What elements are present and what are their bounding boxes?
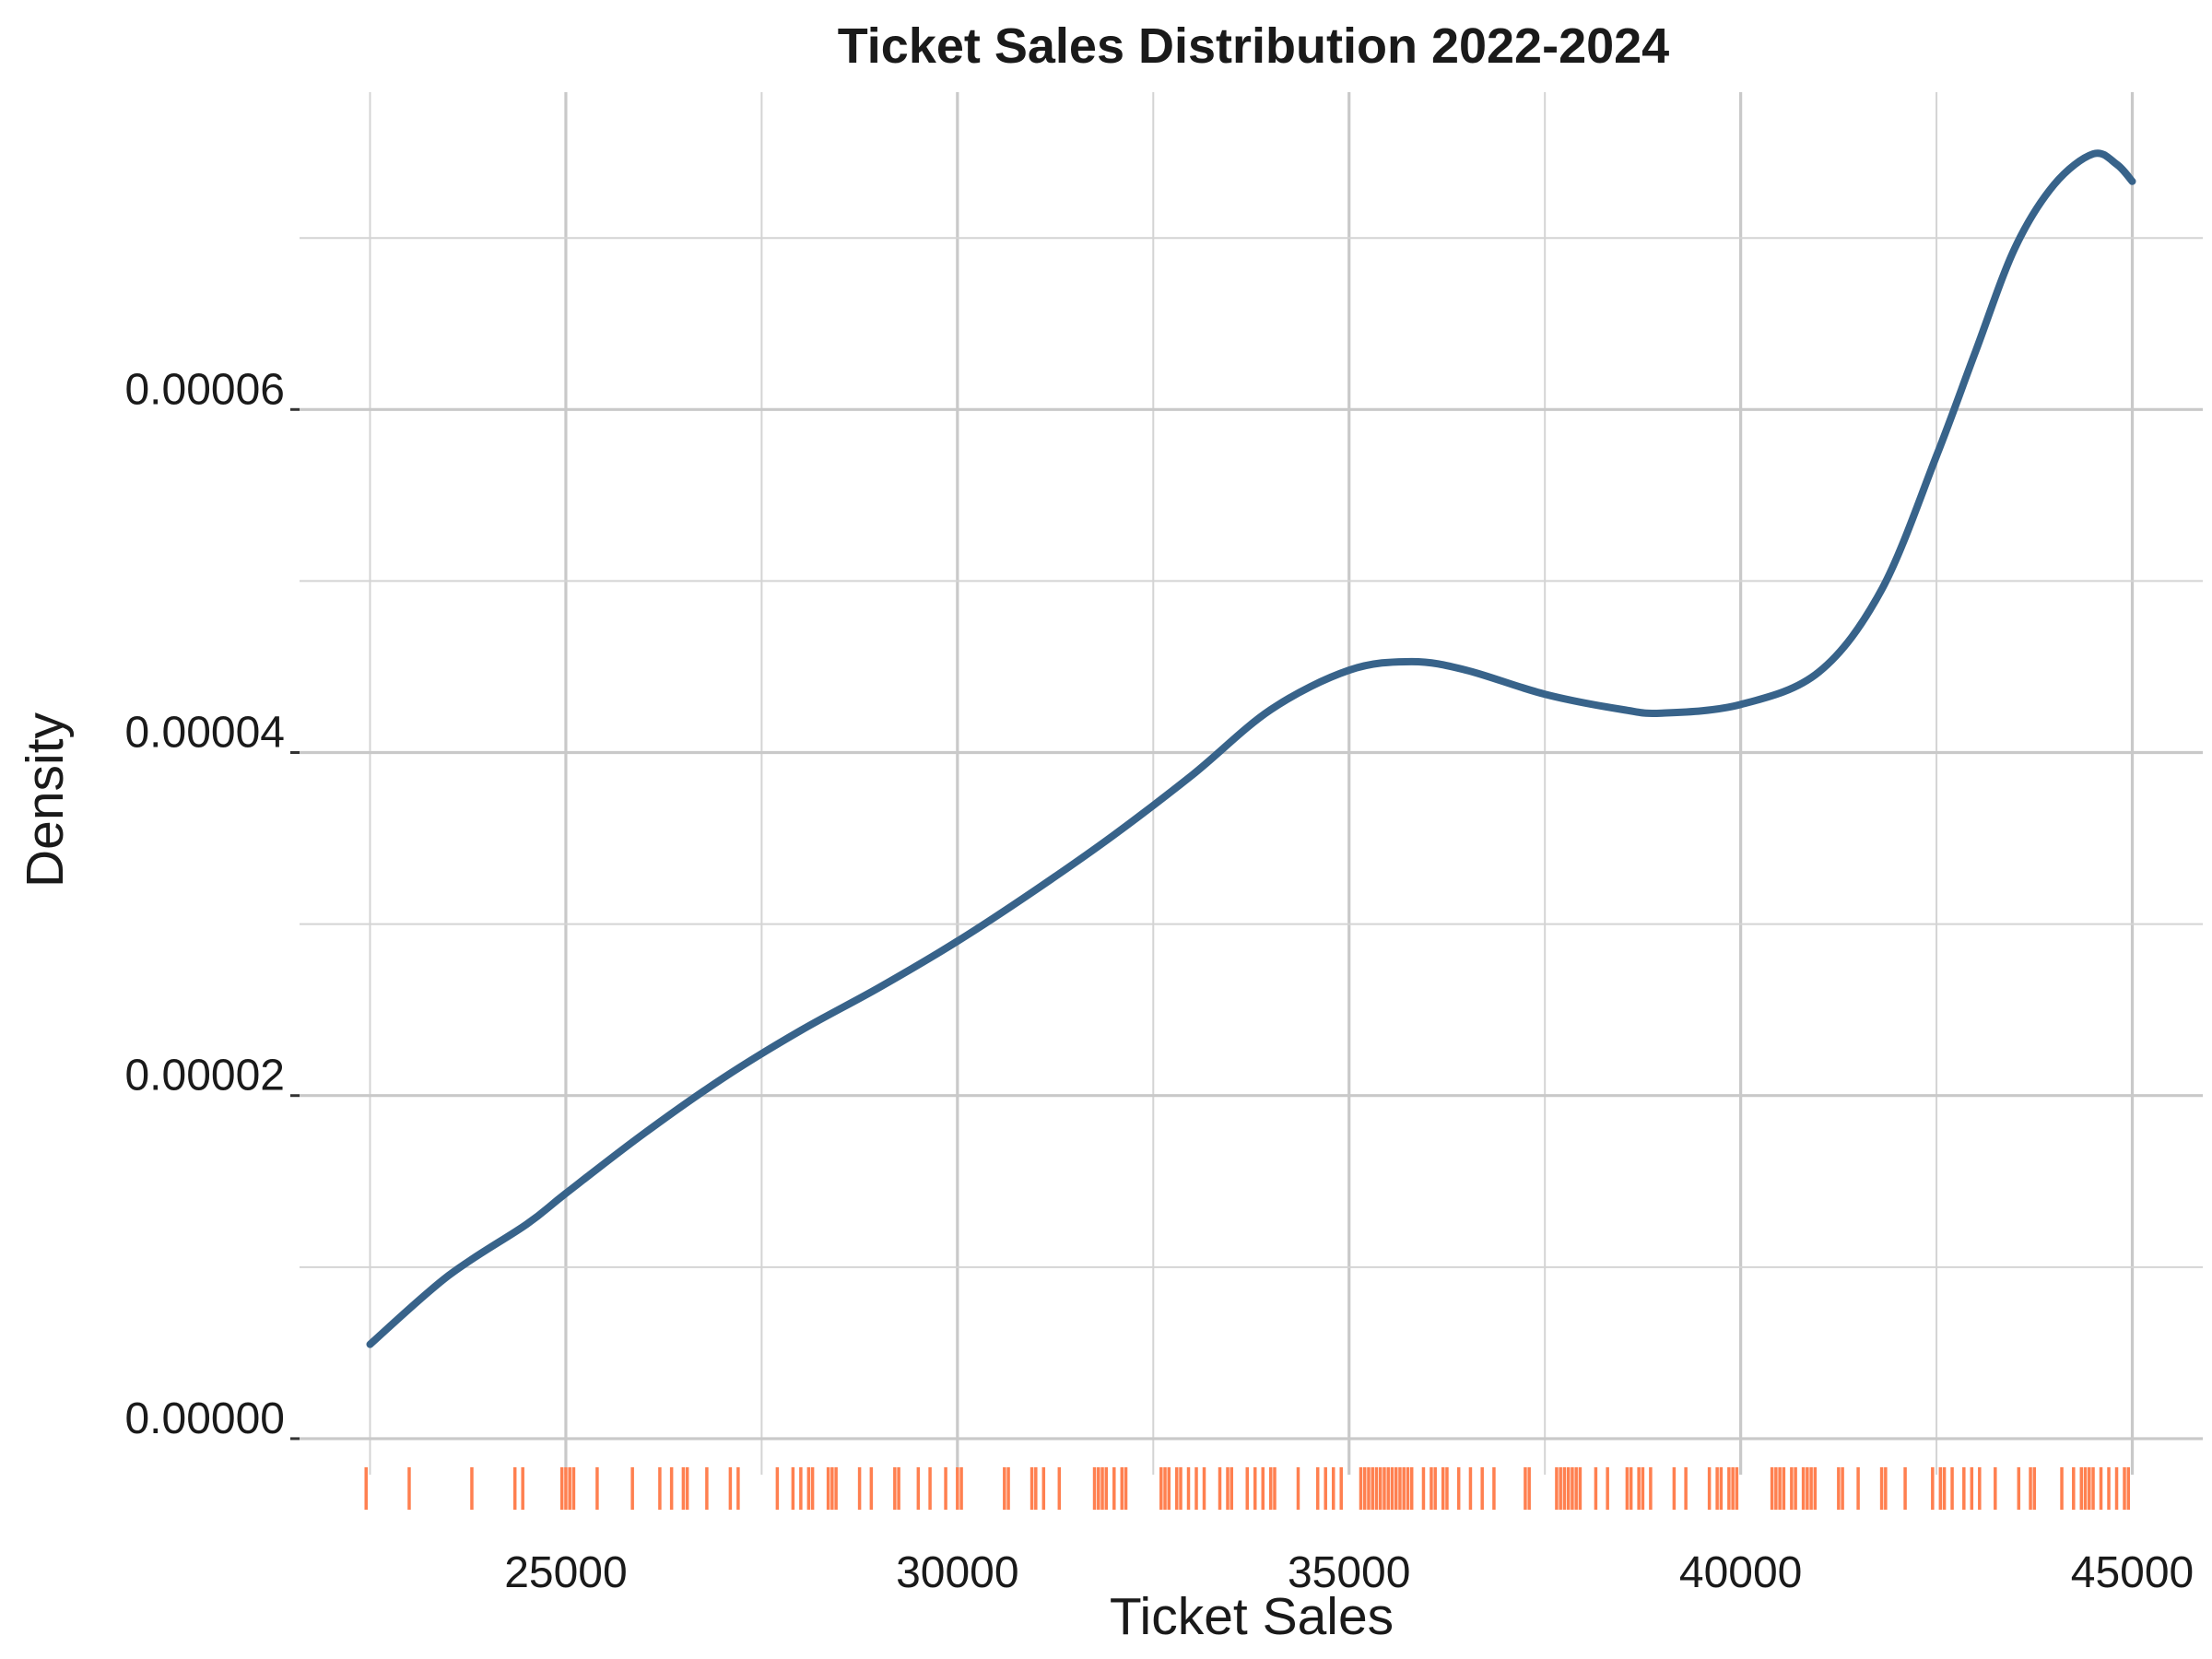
- x-tick-label: 45000: [2071, 1548, 2194, 1597]
- y-tick-label: 0.00002: [124, 1052, 285, 1100]
- grid-lines: [300, 92, 2203, 1475]
- x-tick-label: 40000: [1679, 1548, 1802, 1597]
- x-axis-label: Ticket Sales: [1110, 1587, 1394, 1646]
- y-tick-label: 0.00000: [124, 1394, 285, 1443]
- x-tick-label: 35000: [1288, 1548, 1410, 1597]
- x-tick-label: 25000: [504, 1548, 627, 1597]
- chart-title: Ticket Sales Distribution 2022-2024: [838, 18, 1669, 74]
- rug-marks: [364, 1467, 2131, 1510]
- y-axis-label: Density: [16, 712, 75, 888]
- y-tick-label: 0.00006: [124, 365, 285, 414]
- density-curve: [366, 149, 2136, 1348]
- x-tick-label: 30000: [896, 1548, 1018, 1597]
- y-tick-label: 0.00004: [124, 709, 285, 758]
- axis-ticks: 0.00000 0.00002 0.00004 0.00006 25000 30000 35…: [124, 365, 2194, 1597]
